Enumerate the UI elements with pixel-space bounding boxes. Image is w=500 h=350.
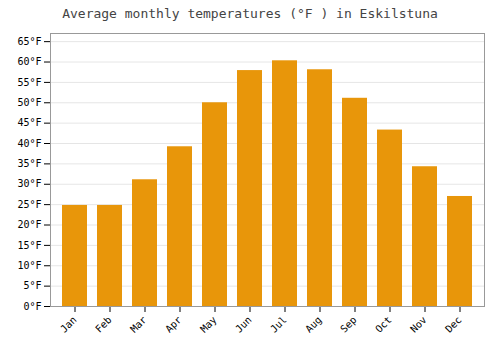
svg-text:Sep: Sep [338, 314, 359, 335]
svg-text:5°F: 5°F [23, 280, 41, 291]
svg-text:May: May [198, 314, 219, 335]
svg-text:45°F: 45°F [17, 117, 41, 128]
svg-text:10°F: 10°F [17, 260, 41, 271]
svg-text:15°F: 15°F [17, 240, 41, 251]
svg-text:Aug: Aug [303, 314, 324, 335]
svg-text:30°F: 30°F [17, 178, 41, 189]
svg-text:35°F: 35°F [17, 158, 41, 169]
svg-text:0°F: 0°F [23, 301, 41, 312]
svg-text:Apr: Apr [163, 314, 184, 335]
svg-text:Jan: Jan [58, 314, 79, 335]
html-text:Average monthly temperatures (: Average monthly temperatures (°F ) in Es… [62, 6, 438, 21]
svg-text:Nov: Nov [408, 314, 429, 335]
svg-text:Jun: Jun [233, 314, 254, 335]
svg-text:Dec: Dec [443, 314, 464, 335]
svg-text:Feb: Feb [93, 314, 114, 335]
svg-text:Oct: Oct [373, 314, 394, 335]
svg-text:65°F: 65°F [17, 36, 41, 47]
svg-text:55°F: 55°F [17, 77, 41, 88]
svg-text:60°F: 60°F [17, 56, 41, 67]
svg-text:Mar: Mar [128, 314, 149, 335]
svg-text:40°F: 40°F [17, 138, 41, 149]
svg-text:20°F: 20°F [17, 219, 41, 230]
svg-text:25°F: 25°F [17, 199, 41, 210]
svg-text:Jul: Jul [268, 314, 289, 335]
svg-text:50°F: 50°F [17, 97, 41, 108]
